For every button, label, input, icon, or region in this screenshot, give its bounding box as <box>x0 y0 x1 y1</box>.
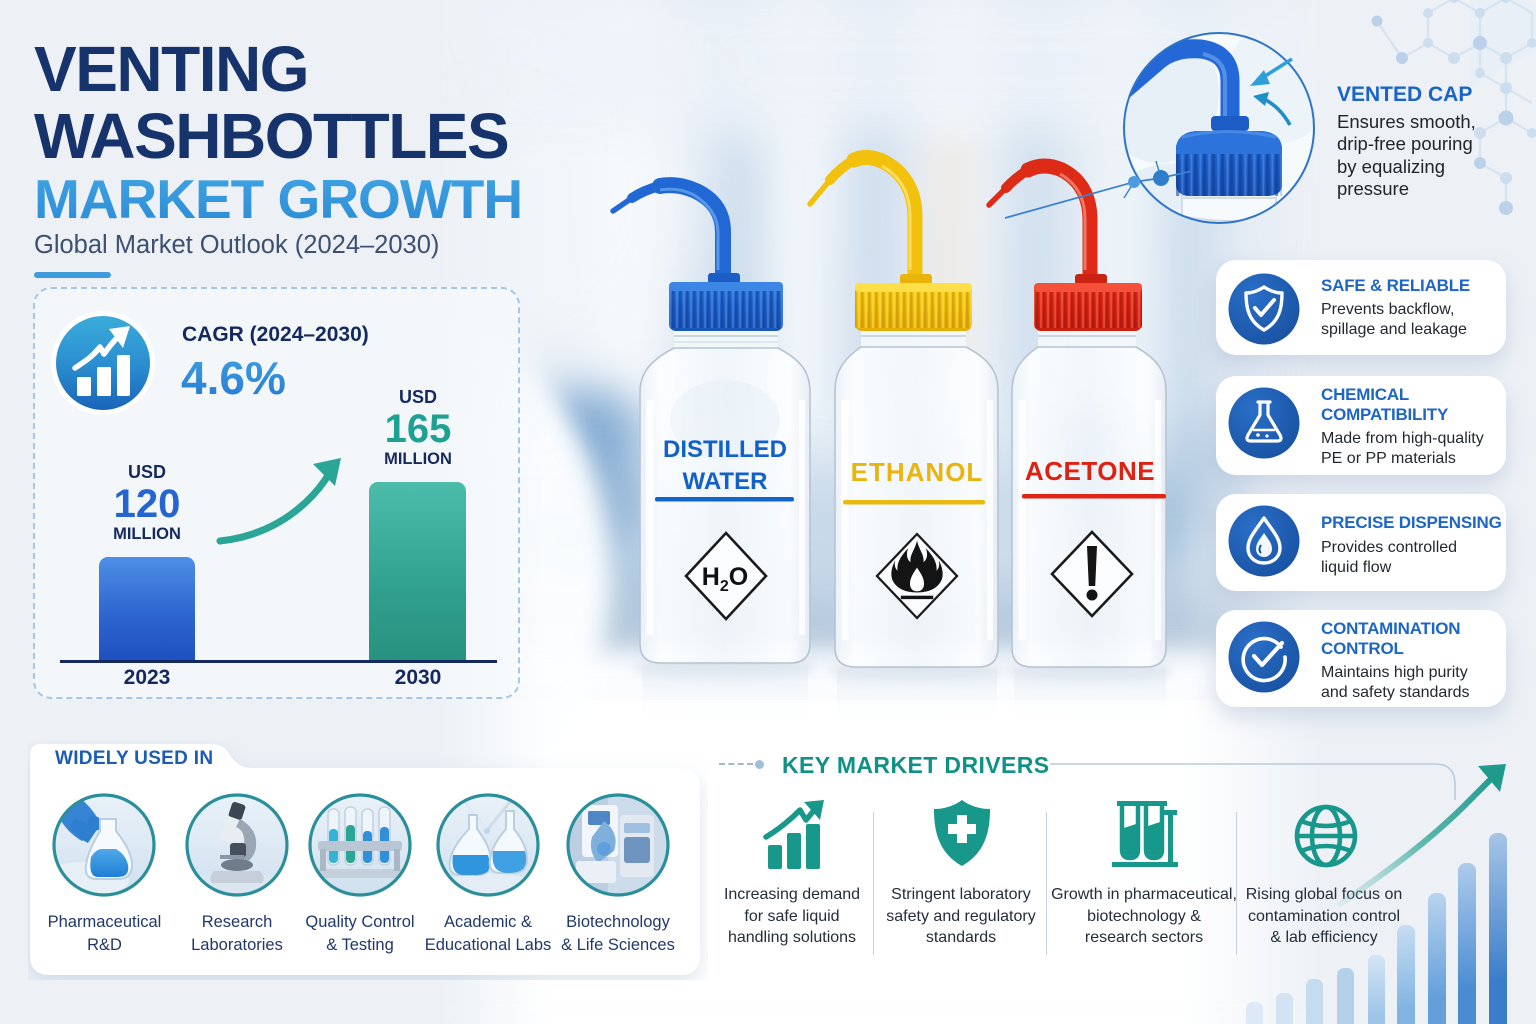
svg-text:ETHANOL: ETHANOL <box>851 457 984 487</box>
svg-text:DISTILLED: DISTILLED <box>663 436 787 463</box>
svg-text:WATER: WATER <box>683 468 768 495</box>
svg-text:ACETONE: ACETONE <box>1025 456 1155 486</box>
